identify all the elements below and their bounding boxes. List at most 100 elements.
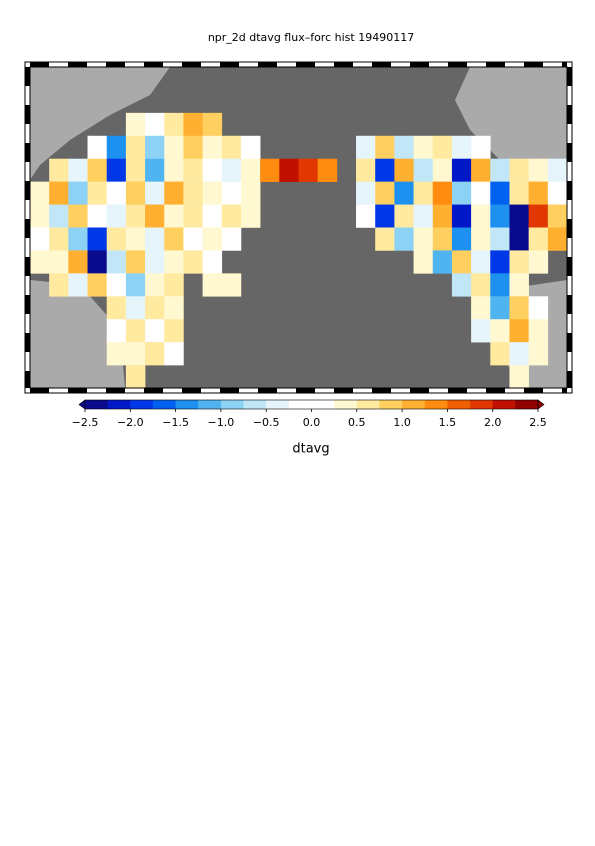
frame-segment — [353, 388, 372, 393]
cell — [106, 204, 127, 228]
cell — [125, 319, 146, 343]
frame-segment — [68, 388, 87, 393]
cell — [164, 135, 184, 160]
cell — [221, 204, 242, 228]
frame-segment — [25, 238, 30, 257]
frame-segment — [25, 257, 30, 276]
cell — [202, 181, 223, 205]
cell — [432, 181, 453, 205]
cell — [356, 204, 376, 228]
cell — [471, 296, 491, 320]
colorbar-swatch — [85, 400, 108, 409]
colorbar-tick-label: 2.5 — [529, 416, 547, 429]
frame-segment — [25, 219, 30, 238]
frame-segment — [182, 62, 201, 67]
frame-segment — [567, 276, 572, 295]
cell — [490, 204, 510, 228]
frame-segment — [258, 62, 277, 67]
frame-segment — [25, 181, 30, 200]
colorbar-swatch — [152, 400, 176, 409]
frame-segment — [296, 62, 315, 67]
cell — [183, 227, 203, 251]
frame-segment — [562, 62, 567, 67]
cell — [394, 227, 414, 251]
frame-segment — [543, 62, 562, 67]
frame-segment — [567, 314, 572, 333]
cell — [125, 135, 146, 160]
frame-segment — [25, 124, 30, 143]
frame-segment — [25, 67, 30, 86]
cell — [49, 204, 69, 228]
frame-segment — [25, 143, 30, 162]
cell — [413, 250, 434, 274]
colorbar: −2.5 −2.0 −1.5 −1.0 −0.5 0.0 0.5 1.0 1.5 2.0 2.5 — [72, 399, 547, 429]
cell — [30, 204, 50, 228]
frame-segment — [486, 388, 505, 393]
frame-segment — [448, 388, 467, 393]
cell — [279, 158, 299, 182]
cells — [30, 112, 568, 389]
cell — [509, 250, 529, 274]
cell — [490, 342, 510, 366]
cell — [183, 181, 203, 205]
frame-segment — [467, 62, 486, 67]
cell — [106, 158, 127, 182]
frame-segment — [201, 62, 220, 67]
frame-segment — [125, 62, 144, 67]
land-asia-north — [30, 67, 170, 180]
cell — [87, 227, 108, 251]
cell — [164, 296, 184, 320]
cell — [30, 227, 50, 251]
cell — [375, 158, 395, 182]
cell — [106, 319, 127, 343]
cell — [528, 181, 549, 205]
cell — [221, 273, 242, 297]
frame-segment — [106, 62, 125, 67]
cell — [547, 181, 568, 205]
cell — [471, 181, 491, 205]
cell — [451, 273, 472, 297]
cell — [490, 181, 510, 205]
frame-segment — [258, 388, 277, 393]
cell — [49, 227, 69, 251]
frame-segment — [87, 388, 106, 393]
colorbar-swatch — [492, 400, 516, 409]
colorbar-swatch — [243, 400, 267, 409]
cell — [87, 158, 108, 182]
frame-segment — [182, 388, 201, 393]
cell — [547, 227, 568, 251]
cell — [125, 296, 146, 320]
colorbar-swatch — [447, 400, 471, 409]
colorbar-swatch — [288, 400, 312, 409]
cell — [106, 227, 127, 251]
cell — [528, 342, 549, 366]
frame-segment — [125, 388, 144, 393]
cell — [106, 135, 127, 160]
frame-segment — [567, 200, 572, 219]
cell — [356, 181, 376, 205]
cell — [30, 250, 50, 274]
cell — [432, 227, 453, 251]
cell — [528, 158, 549, 182]
cell — [413, 181, 434, 205]
cell — [202, 158, 223, 182]
frame-segment — [277, 62, 296, 67]
cell — [240, 135, 261, 160]
frame-segment — [567, 219, 572, 238]
frame-outer — [24, 61, 573, 394]
cell — [317, 158, 338, 182]
cell — [356, 135, 376, 160]
cell — [471, 273, 491, 297]
frame-segment — [25, 162, 30, 181]
frame-segment — [296, 388, 315, 393]
cell — [221, 227, 242, 251]
frame-segment — [201, 388, 220, 393]
cell — [145, 181, 165, 205]
cell — [49, 273, 69, 297]
cell — [183, 250, 203, 274]
frame-segment — [25, 371, 30, 388]
cell — [164, 273, 184, 297]
frame-segment — [543, 388, 562, 393]
frame-segment — [410, 62, 429, 67]
